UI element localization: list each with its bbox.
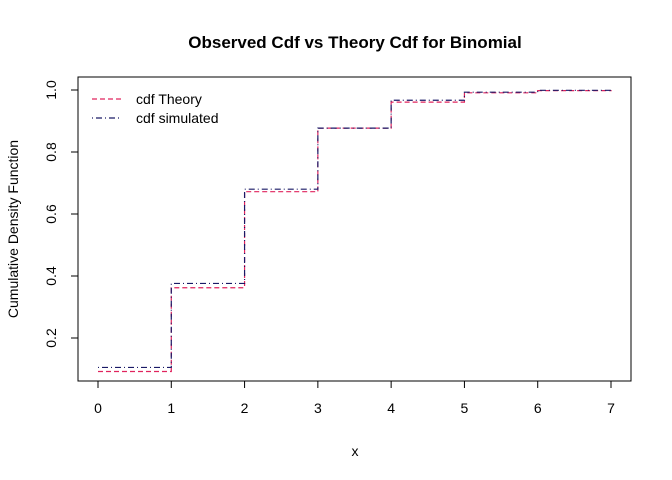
y-tick-label: 0.4 [43,266,59,286]
x-tick-label: 7 [607,400,615,416]
y-axis-label: Cumulative Density Function [5,140,21,318]
legend-label: cdf Theory [136,91,202,107]
x-tick-label: 0 [94,400,102,416]
series-layer [98,89,612,373]
series-line-cdf-simulated [98,89,612,369]
x-tick-label: 6 [534,400,542,416]
x-tick-label: 3 [314,400,322,416]
x-tick-label: 1 [167,400,175,416]
y-tick-label: 0.8 [43,142,59,162]
y-axis: 0.2 0.4 0.6 0.8 1.0 [43,80,79,348]
x-axis-label: x [352,443,359,459]
y-tick-label: 0.2 [43,328,59,348]
y-tick-label: 1.0 [43,80,59,100]
y-tick-label: 0.6 [43,204,59,224]
legend-label: cdf simulated [136,110,218,126]
x-tick-label: 5 [461,400,469,416]
legend: cdf Theory cdf simulated [92,91,218,126]
x-tick-label: 4 [387,400,395,416]
x-tick-label: 2 [241,400,249,416]
series-line-cdf-theory [98,90,612,373]
chart-title: Observed Cdf vs Theory Cdf for Binomial [188,33,521,52]
x-axis: 0 1 2 3 4 5 6 7 [94,380,615,416]
